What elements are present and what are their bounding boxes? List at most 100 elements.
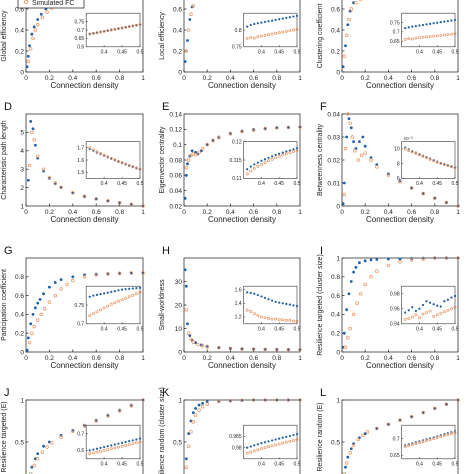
data-point-simulated bbox=[351, 312, 356, 317]
inset-background bbox=[86, 286, 140, 324]
inset-data-point-empirical bbox=[432, 22, 435, 25]
inset-data-point-empirical bbox=[267, 298, 270, 301]
data-point-empirical bbox=[275, 348, 279, 351]
data-point-simulated bbox=[30, 130, 34, 135]
y-tick-label: 0.04 bbox=[169, 188, 182, 195]
data-point-simulated bbox=[228, 399, 233, 403]
data-point-simulated bbox=[251, 347, 256, 351]
inset-data-point-simulated bbox=[91, 451, 95, 455]
data-point-empirical bbox=[263, 347, 267, 351]
inset-data-point-simulated bbox=[295, 319, 299, 323]
inset-data-point-simulated bbox=[432, 314, 436, 318]
data-point-empirical bbox=[363, 144, 367, 148]
x-tick-label: 0.8 bbox=[272, 75, 281, 82]
data-point-simulated bbox=[71, 429, 75, 433]
data-point-simulated bbox=[27, 163, 32, 168]
inset-multiplier: 10⁻³ bbox=[404, 136, 413, 141]
inset-y-tick-label: 1.5 bbox=[77, 170, 84, 176]
inset: 0.4 0.45 0.5 0.94 0.96 0.98 bbox=[390, 285, 459, 332]
inset-data-point-empirical bbox=[120, 288, 124, 291]
data-point-empirical bbox=[25, 348, 29, 352]
inset-data-point-simulated bbox=[270, 444, 274, 448]
inset: 0.4 0.45 0.5 1.5 1.6 1.7 bbox=[77, 141, 144, 187]
data-point-empirical bbox=[201, 401, 204, 405]
y-axis-label: Local efficiency bbox=[159, 12, 166, 60]
data-point-empirical bbox=[375, 258, 379, 261]
inset-data-point-empirical bbox=[278, 18, 281, 21]
data-point-simulated bbox=[421, 257, 425, 261]
data-point-simulated bbox=[53, 293, 57, 298]
data-point-simulated bbox=[45, 10, 49, 14]
y-tick-label: 0 bbox=[336, 349, 340, 356]
inset-data-point-empirical bbox=[117, 442, 120, 445]
inset-data-point-simulated bbox=[432, 159, 436, 163]
inset-data-point-simulated bbox=[267, 445, 270, 449]
data-point-simulated bbox=[359, 153, 364, 158]
data-point-simulated bbox=[184, 165, 189, 170]
inset-data-point-simulated bbox=[131, 24, 135, 28]
x-axis-label: Connection density bbox=[50, 361, 118, 370]
inset-background bbox=[243, 425, 297, 459]
inset-data-point-simulated bbox=[274, 317, 278, 321]
x-tick-label: 0 bbox=[182, 75, 186, 82]
inset-data-point-simulated bbox=[407, 444, 411, 448]
inset-data-point-simulated bbox=[417, 316, 421, 320]
inset-data-point-simulated bbox=[120, 444, 124, 448]
inset-data-point-empirical bbox=[95, 447, 99, 450]
inset-data-point-simulated bbox=[134, 441, 138, 445]
data-point-simulated bbox=[346, 112, 350, 116]
inset-data-point-empirical bbox=[246, 25, 249, 28]
inset-data-point-simulated bbox=[446, 33, 450, 37]
y-tick-label: 3 bbox=[20, 166, 24, 173]
x-axis-label: Connection density bbox=[208, 81, 276, 90]
inset-data-point-simulated bbox=[284, 29, 288, 33]
inset-background bbox=[86, 13, 140, 47]
inset-y-tick-label: 0.75 bbox=[74, 303, 84, 309]
data-point-simulated bbox=[240, 129, 244, 134]
y-tick-label: 0.8 bbox=[15, 274, 24, 281]
data-point-simulated bbox=[191, 340, 196, 344]
y-tick-label: 0.14 bbox=[169, 111, 182, 118]
inset-x-tick-label: 0.45 bbox=[117, 181, 127, 187]
inset-data-point-empirical bbox=[113, 443, 116, 446]
data-point-simulated bbox=[28, 47, 33, 51]
data-point-empirical bbox=[194, 407, 198, 410]
inset-background bbox=[401, 141, 455, 179]
inset-data-point-empirical bbox=[295, 14, 299, 17]
inset-y-tick-label: 6 bbox=[397, 176, 400, 182]
inset-x-tick-label: 0.45 bbox=[274, 181, 284, 187]
data-point-simulated bbox=[433, 256, 437, 260]
data-point-simulated bbox=[351, 443, 356, 448]
data-point-simulated bbox=[421, 410, 425, 415]
inset-data-point-empirical bbox=[103, 292, 106, 295]
inset-data-point-empirical bbox=[278, 437, 281, 440]
inset-data-point-simulated bbox=[449, 307, 453, 311]
inset-data-point-simulated bbox=[274, 443, 278, 447]
y-tick-label: 1 bbox=[20, 397, 24, 404]
inset-data-point-simulated bbox=[284, 440, 288, 444]
inset-data-point-simulated bbox=[252, 36, 256, 40]
y-tick-label: 0.02 bbox=[169, 203, 182, 210]
data-point-empirical bbox=[375, 427, 379, 430]
data-point-simulated bbox=[41, 167, 46, 171]
x-tick-label: 0 bbox=[340, 75, 344, 82]
data-point-simulated bbox=[369, 158, 373, 162]
data-point-simulated bbox=[342, 54, 347, 58]
inset-axes-box bbox=[401, 424, 456, 460]
inset-data-point-empirical bbox=[411, 306, 414, 309]
inset-data-point-simulated bbox=[109, 156, 113, 160]
inset-data-point-empirical bbox=[439, 305, 442, 308]
data-point-simulated bbox=[263, 347, 267, 352]
data-point-simulated bbox=[358, 0, 363, 2]
x-tick-label: 0.6 bbox=[407, 75, 416, 82]
data-point-empirical bbox=[369, 258, 373, 262]
inset-data-point-empirical bbox=[421, 23, 425, 27]
inset-data-point-simulated bbox=[252, 167, 256, 170]
inset-x-tick-label: 0.45 bbox=[274, 49, 284, 55]
y-axis-label: Resilience targeted (cluster size) bbox=[317, 254, 324, 356]
inset-x-tick-label: 0.5 bbox=[452, 326, 459, 332]
data-point-empirical bbox=[358, 140, 361, 144]
inset-data-point-simulated bbox=[117, 445, 120, 449]
inset-data-point-empirical bbox=[99, 292, 102, 296]
